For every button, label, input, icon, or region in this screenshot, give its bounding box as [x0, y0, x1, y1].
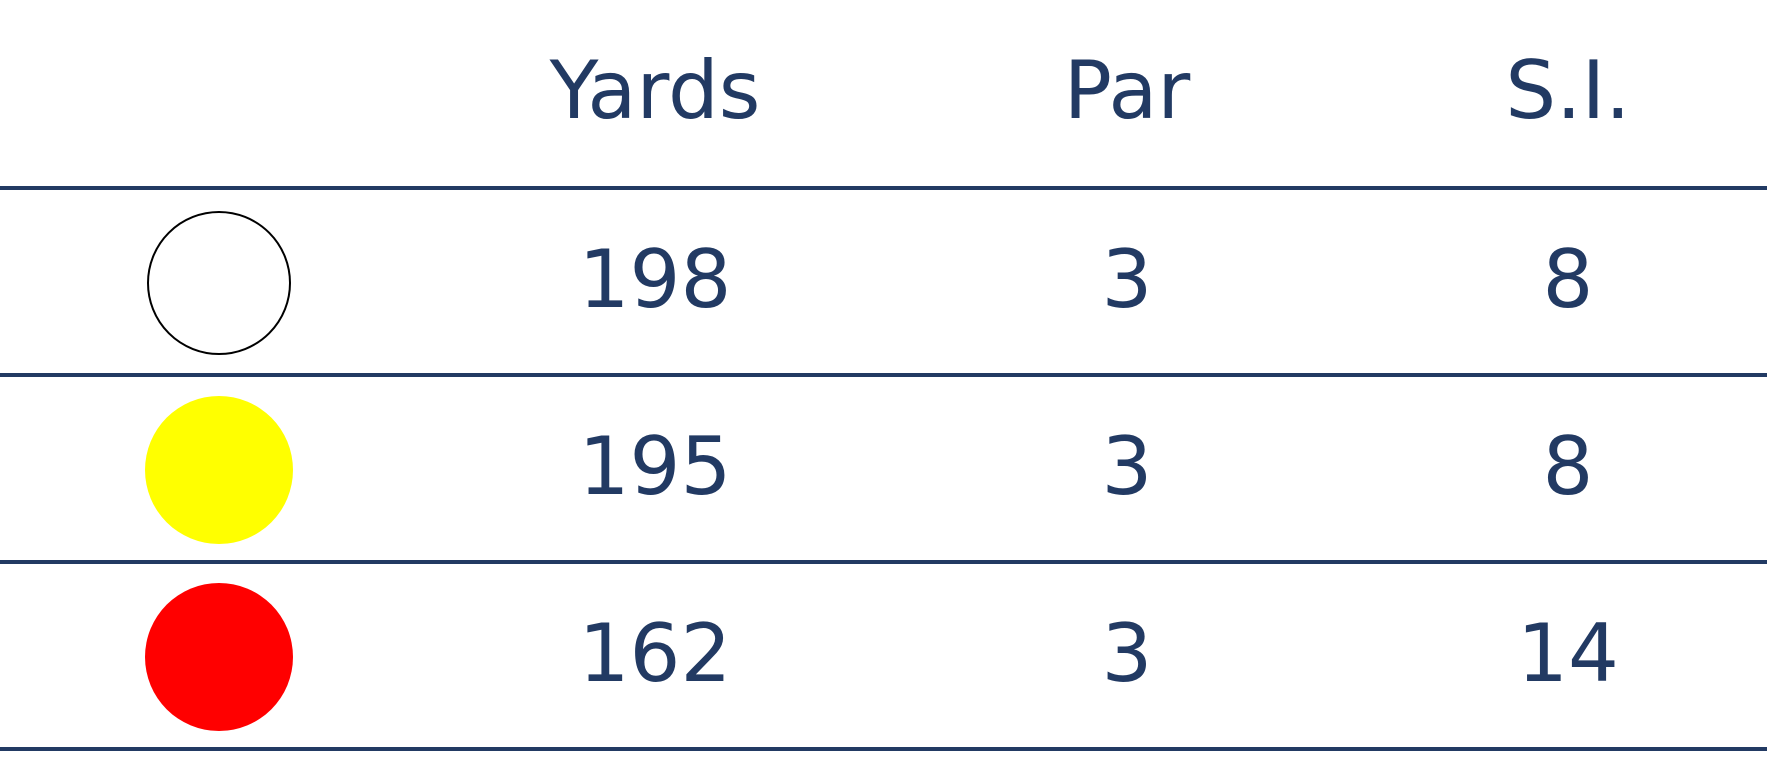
cell: 3	[1102, 607, 1153, 700]
cell: 195	[579, 420, 732, 513]
cell: 198	[579, 233, 732, 326]
cell: 14	[1517, 607, 1619, 700]
tee-marker	[145, 583, 293, 731]
column-header: Yards	[549, 44, 761, 137]
cell: 3	[1102, 233, 1153, 326]
cell: 8	[1543, 233, 1594, 326]
column-header: Par	[1064, 44, 1191, 137]
column-header: S.I.	[1505, 44, 1630, 137]
tee-marker	[147, 211, 291, 355]
cell: 3	[1102, 420, 1153, 513]
cell: 162	[579, 607, 732, 700]
cell: 8	[1543, 420, 1594, 513]
tee-marker	[145, 396, 293, 544]
